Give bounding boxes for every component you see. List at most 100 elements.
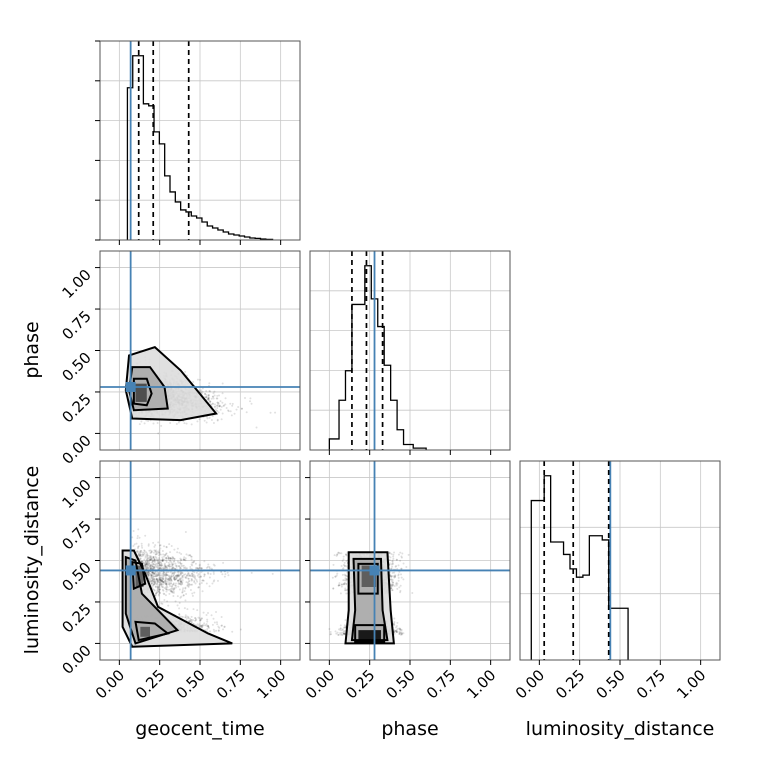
scatter-point — [221, 624, 223, 626]
scatter-point — [174, 563, 176, 565]
scatter-point — [170, 571, 172, 573]
scatter-point — [153, 552, 155, 554]
scatter-point — [212, 392, 214, 394]
scatter-point — [208, 394, 210, 396]
scatter-point — [213, 629, 215, 631]
scatter-point — [191, 572, 193, 574]
scatter-point — [163, 593, 165, 595]
scatter-point — [137, 535, 139, 537]
scatter-point — [210, 573, 212, 575]
scatter-point — [196, 572, 198, 574]
scatter-point — [272, 573, 274, 575]
scatter-point — [190, 589, 192, 591]
scatter-point — [193, 608, 195, 610]
scatter-point — [213, 398, 215, 400]
scatter-point — [153, 423, 155, 425]
scatter-point — [206, 422, 208, 424]
scatter-point — [217, 580, 219, 582]
scatter-point — [176, 423, 178, 425]
scatter-point — [192, 381, 194, 383]
scatter-point — [157, 550, 159, 552]
scatter-point — [157, 432, 159, 434]
scatter-point — [176, 551, 178, 553]
scatter-point — [135, 543, 137, 545]
scatter-point — [147, 420, 149, 422]
scatter-point — [144, 422, 146, 424]
scatter-point — [178, 565, 180, 567]
scatter-point — [199, 389, 201, 391]
scatter-point — [191, 423, 193, 425]
scatter-point — [155, 586, 157, 588]
scatter-point — [166, 561, 168, 563]
scatter-point — [212, 403, 214, 405]
scatter-point — [149, 565, 151, 567]
histogram-steps — [329, 266, 426, 450]
scatter-point — [184, 588, 186, 590]
scatter-point — [159, 564, 161, 566]
scatter-point — [158, 554, 160, 556]
scatter-point — [159, 549, 161, 551]
scatter-point — [213, 631, 215, 633]
scatter-point — [170, 557, 172, 559]
scatter-point — [208, 566, 210, 568]
scatter-point — [175, 600, 177, 602]
scatter-point — [168, 583, 170, 585]
scatter-point — [224, 573, 226, 575]
scatter-point — [147, 555, 149, 557]
scatter-point — [151, 572, 153, 574]
scatter-point — [179, 583, 181, 585]
scatter-point — [158, 591, 160, 593]
scatter-point — [175, 583, 177, 585]
scatter-point — [191, 564, 193, 566]
scatter-point — [171, 585, 173, 587]
scatter-point — [184, 573, 186, 575]
scatter-point — [214, 394, 216, 396]
scatter-point — [256, 426, 258, 428]
scatter-point — [165, 583, 167, 585]
scatter-point — [186, 585, 188, 587]
scatter-point — [226, 407, 228, 409]
scatter-point — [211, 419, 213, 421]
scatter-point — [172, 595, 174, 597]
scatter-point — [189, 574, 191, 576]
scatter-point — [202, 590, 204, 592]
scatter-point — [209, 576, 211, 578]
scatter-point — [141, 555, 143, 557]
scatter-point — [223, 405, 225, 407]
scatter-point — [221, 402, 223, 404]
scatter-point — [209, 585, 211, 587]
scatter-point — [184, 607, 186, 609]
scatter-point — [139, 558, 141, 560]
scatter-point — [150, 551, 152, 553]
scatter-point — [231, 414, 233, 416]
scatter-point — [193, 581, 195, 583]
scatter-point — [144, 535, 146, 537]
scatter-point — [155, 554, 157, 556]
scatter-point — [222, 412, 224, 414]
scatter-point — [213, 618, 215, 620]
scatter-point — [182, 572, 184, 574]
scatter-point — [179, 602, 181, 604]
scatter-point — [185, 614, 187, 616]
scatter-point — [193, 561, 195, 563]
scatter-point — [207, 573, 209, 575]
scatter-point — [216, 621, 218, 623]
scatter-point — [165, 546, 167, 548]
scatter-point — [139, 423, 141, 425]
scatter-point — [224, 403, 226, 405]
scatter-point — [189, 584, 191, 586]
scatter-point — [241, 408, 243, 410]
histogram-geocent-time — [95, 41, 300, 245]
scatter-point — [157, 585, 159, 587]
scatter-point — [249, 397, 251, 399]
scatter-point — [206, 619, 208, 621]
scatter-point — [222, 392, 224, 394]
scatter-point — [213, 579, 215, 581]
scatter-point — [137, 528, 139, 530]
scatter-point — [159, 547, 161, 549]
scatter-point — [212, 415, 214, 417]
scatter-point — [156, 564, 158, 566]
scatter-point — [161, 577, 163, 579]
scatter-point — [213, 422, 215, 424]
scatter-point — [220, 400, 222, 402]
